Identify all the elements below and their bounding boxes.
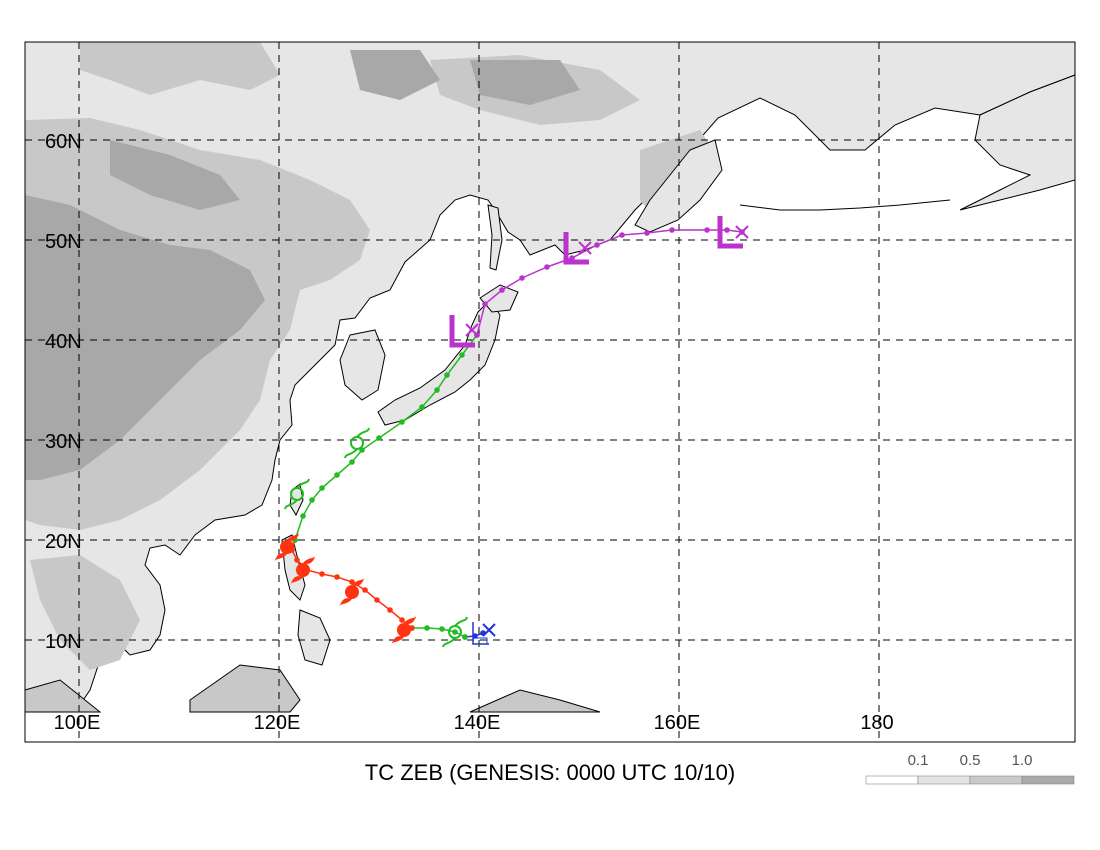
lon-label: 140E (454, 712, 501, 734)
legend-label: 0.5 (960, 752, 981, 769)
map-frame (24, 41, 1076, 743)
low-symbol (563, 232, 589, 265)
storm-symbol (442, 616, 468, 648)
track-point (349, 459, 355, 465)
track-point (362, 587, 368, 593)
track-point (544, 264, 550, 270)
track-end-marker (482, 623, 496, 637)
lat-label: 40N (45, 331, 82, 353)
track-point (499, 287, 505, 293)
track-point (319, 485, 325, 491)
land-korea (339, 329, 386, 401)
legend-swatch (1021, 775, 1075, 785)
track-point (434, 387, 440, 393)
land-philippines-south (297, 609, 331, 666)
lon-label: 180 (860, 712, 893, 734)
low-symbol (717, 216, 743, 249)
lat-label: 50N (45, 231, 82, 253)
track-segment-extratropical (476, 229, 743, 336)
track-point (444, 372, 450, 378)
land-aleutians (739, 199, 951, 211)
track-point (724, 227, 730, 233)
storm-track (289, 227, 745, 640)
map-caption: TC ZEB (GENESIS: 0000 UTC 10/10) (364, 760, 736, 785)
lon-label: 100E (54, 712, 101, 734)
track-point (300, 513, 306, 519)
legend-label: 0.1 (908, 752, 929, 769)
land-sakhalin (487, 204, 503, 271)
track-point (399, 617, 405, 623)
lat-label: 10N (45, 631, 82, 653)
lat-lon-grid (25, 42, 1075, 742)
track-point (482, 301, 488, 307)
track-point (419, 404, 425, 410)
track-point (459, 352, 465, 358)
track-point (424, 625, 430, 631)
depression-symbol (472, 622, 489, 645)
track-point (462, 634, 468, 640)
land-dark-4 (470, 60, 580, 105)
track-point (376, 435, 382, 441)
storm-symbol (344, 427, 370, 459)
track-point (704, 227, 710, 233)
legend-label: 1.0 (1012, 752, 1033, 769)
track-end-marker (465, 323, 479, 337)
track-point (309, 497, 315, 503)
track-point (519, 275, 525, 281)
lat-label: 30N (45, 431, 82, 453)
typhoon-symbol (274, 531, 300, 563)
lat-label: 60N (45, 131, 82, 153)
track-point (669, 227, 675, 233)
land-mid-2 (80, 42, 280, 95)
typhoon-symbol (290, 554, 316, 586)
storm-symbol (284, 478, 310, 510)
track-point (439, 626, 445, 632)
terrain-shading (24, 41, 1076, 713)
track-point (319, 571, 325, 577)
track-point (349, 579, 355, 585)
terrain-legend: 0.1 0.5 1.0 (865, 752, 1075, 785)
track-point (294, 557, 300, 563)
land-dark-1 (25, 195, 265, 480)
track-end-marker (735, 225, 749, 239)
land-dark-3 (350, 50, 440, 100)
lat-label: 20N (45, 531, 82, 553)
track-point (644, 230, 650, 236)
track-point (387, 607, 393, 613)
lon-label: 160E (654, 712, 701, 734)
track-point (399, 419, 405, 425)
track-point (334, 574, 340, 580)
land-dark-2 (110, 140, 240, 210)
track-end-marker (578, 241, 592, 255)
track-point (619, 232, 625, 238)
track-point (334, 472, 340, 478)
low-symbol (449, 315, 475, 348)
land-mid-5 (30, 555, 140, 670)
track-point (569, 255, 575, 261)
latitude-labels: 60N 50N 40N 30N 20N 10N (45, 131, 82, 653)
track-point (374, 597, 380, 603)
track-point (452, 629, 458, 635)
track-point (594, 242, 600, 248)
land-alaska (959, 74, 1076, 211)
land-hokkaido (479, 284, 519, 313)
typhoon-symbol (339, 576, 365, 608)
lon-label: 120E (254, 712, 301, 734)
land-new-guinea (469, 689, 601, 713)
storm-symbols (274, 216, 749, 648)
typhoon-symbol (391, 614, 417, 646)
longitude-labels: 100E 120E 140E 160E 180 (54, 712, 894, 734)
land-borneo (189, 664, 301, 713)
